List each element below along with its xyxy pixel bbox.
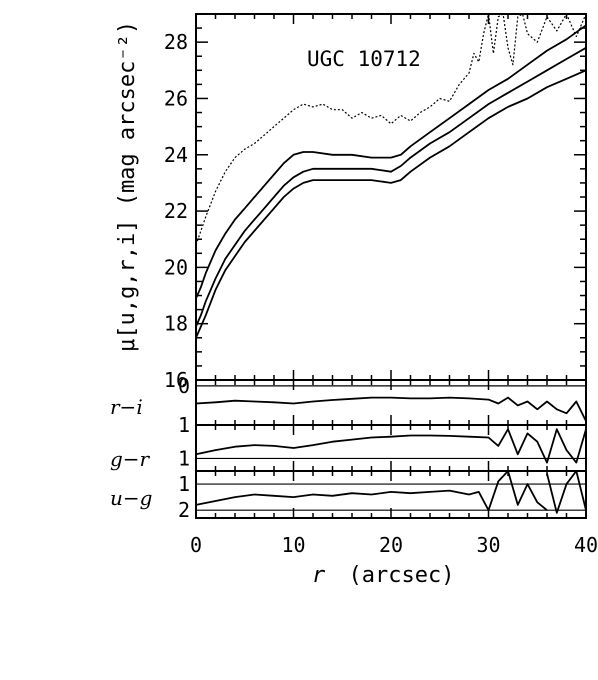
y-tick-label-main: 18 [164, 312, 188, 336]
y-axis-title: μ[u,g,r,i] (mag arcsec⁻²) [115, 21, 140, 352]
x-tick-label: 40 [574, 533, 598, 557]
panel-label-g-r: g−r [110, 447, 151, 471]
y-tick-label-main: 22 [164, 199, 188, 223]
x-axis-unit: (arcsec) [349, 563, 455, 588]
series-line-u-g-1 [546, 470, 587, 514]
x-tick-label: 30 [476, 533, 500, 557]
series-line-r-i-0 [195, 396, 587, 422]
series-line-g-r-0 [195, 428, 587, 464]
series-line-main-0 [195, 69, 587, 339]
y-tick-label-r-i: 1 [178, 413, 190, 437]
panel-label-r-i: r−i [110, 395, 143, 419]
y-tick-label-main: 28 [164, 30, 188, 54]
y-tick-label-main: 16 [164, 368, 188, 392]
series-line-main-1 [195, 47, 587, 327]
svg-text:r (arcsec): r (arcsec) [312, 563, 454, 588]
x-tick-label: 0 [190, 533, 202, 557]
y-tick-label-main: 26 [164, 86, 188, 110]
chart-title: UGC 10712 [307, 47, 421, 71]
y-tick-label-r-i: 0 [178, 374, 190, 398]
series-line-main-2 [195, 24, 587, 299]
y-tick-label-g-r: 1 [178, 446, 190, 470]
x-tick-label: 10 [281, 533, 305, 557]
series-line-main-3 [195, 13, 587, 246]
y-tick-label-main: 20 [164, 255, 188, 279]
data-series [195, 13, 587, 514]
x-tick-label: 20 [379, 533, 403, 557]
panel-frames [195, 13, 587, 519]
y-tick-label-u-g: 2 [178, 498, 190, 522]
y-tick-label-main: 24 [164, 143, 188, 167]
y-tick-label-u-g: 1 [178, 472, 190, 496]
series-line-u-g-0 [195, 470, 548, 512]
x-axis-title: r (arcsec) [312, 563, 454, 588]
panel-label-u-g: u−g [110, 486, 152, 510]
x-axis-variable: r [312, 563, 326, 588]
